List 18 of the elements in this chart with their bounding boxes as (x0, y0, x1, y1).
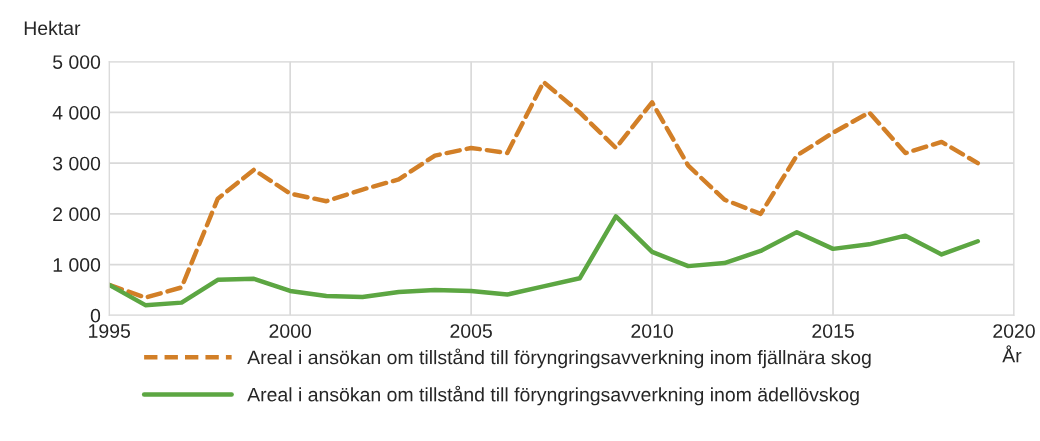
y-tick-label: 5 000 (52, 55, 101, 69)
x-axis-title: År (1002, 345, 1022, 363)
x-tick-label: 2020 (993, 324, 1035, 338)
line-series (109, 214, 981, 308)
y-tick-label: 3 000 (52, 156, 101, 171)
legend-label: Areal i ansökan om tillstånd till föryngringsavverkning inom ädellövskog (247, 385, 859, 406)
x-tick-label: 2015 (812, 324, 854, 338)
x-tick-label: 2010 (631, 324, 673, 338)
y-tick-label: 1 000 (53, 258, 101, 272)
line-series (109, 79, 981, 300)
x-tick-label: 1995 (89, 324, 131, 338)
y-tick-label: 0 (90, 308, 101, 323)
y-tick-label: 4 000 (52, 105, 101, 120)
y-tick-label: 2 000 (53, 207, 101, 222)
legend-label: Areal i ansökan om tillstånd till föryngringsavverkning inom fjällnära skog (247, 348, 871, 369)
x-tick-label: 2000 (269, 324, 312, 338)
x-tick-label: 2005 (450, 324, 492, 338)
y-axis-title: Hektar (24, 20, 81, 36)
